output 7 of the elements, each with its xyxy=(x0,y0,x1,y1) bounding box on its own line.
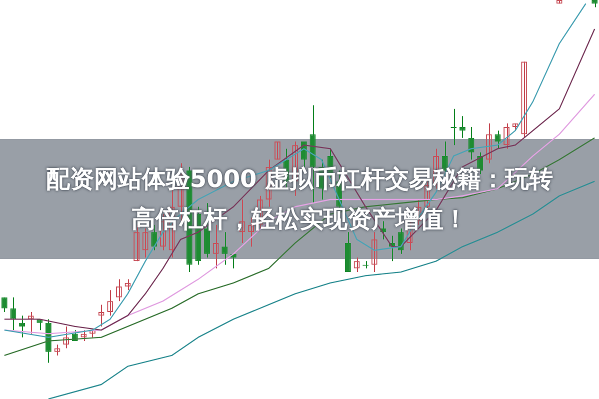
candlestick xyxy=(450,108,457,146)
candlestick xyxy=(1,296,8,312)
candlestick xyxy=(459,116,466,138)
candlestick xyxy=(222,232,228,266)
candlestick xyxy=(19,315,25,338)
candlestick xyxy=(494,130,501,150)
candlestick xyxy=(10,296,16,331)
